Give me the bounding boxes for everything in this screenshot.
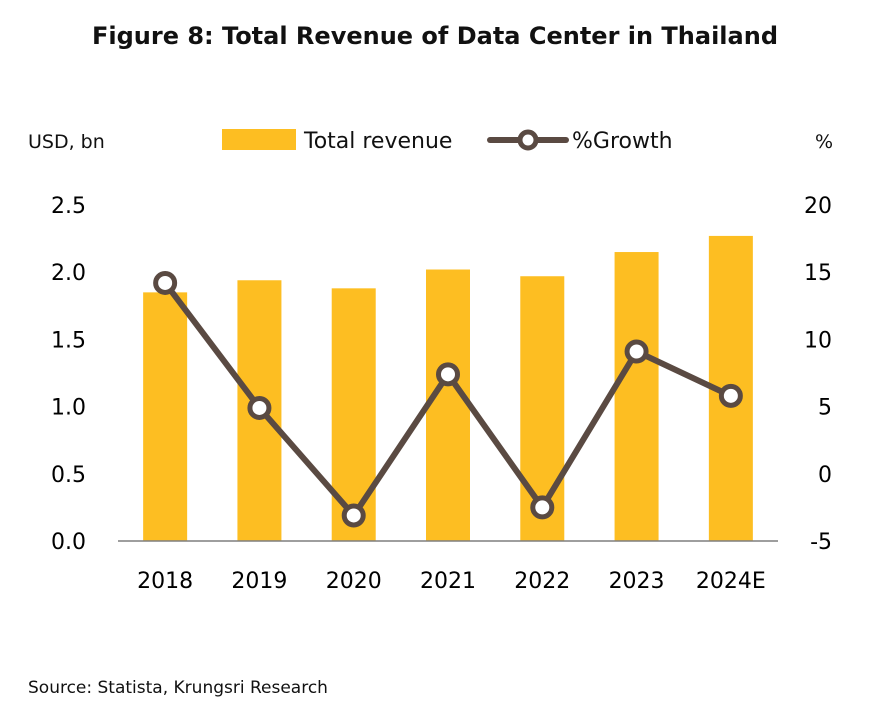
left-tick-label: 2.0 <box>51 261 86 286</box>
growth-point-2024E <box>718 383 743 408</box>
left-axis-unit-label: USD, bn <box>28 131 105 153</box>
bar-2023 <box>614 252 659 542</box>
x-tick-label: 2021 <box>420 569 476 594</box>
growth-point-2019 <box>247 395 272 420</box>
left-axis-ticks: 0.0 0.5 1.0 1.5 2.0 2.5 <box>51 194 86 555</box>
growth-point-2018 <box>153 270 178 295</box>
right-tick-label: 20 <box>804 194 832 219</box>
left-tick-label: 0.0 <box>51 530 86 555</box>
legend: Total revenue %Growth <box>222 129 673 154</box>
growth-point-2023 <box>624 339 649 364</box>
x-tick-label: 2020 <box>326 569 382 594</box>
bar-2018 <box>143 292 188 541</box>
x-tick-label: 2022 <box>514 569 570 594</box>
right-axis-ticks: -5 0 5 10 15 20 <box>804 194 832 555</box>
left-tick-label: 2.5 <box>51 194 86 219</box>
left-tick-label: 1.0 <box>51 396 86 421</box>
right-tick-label: 10 <box>804 328 832 353</box>
right-tick-label: 5 <box>818 396 832 421</box>
x-tick-label: 2023 <box>609 569 665 594</box>
source-note: Source: Statista, Krungsri Research <box>28 678 328 698</box>
growth-point-2021 <box>436 362 460 387</box>
x-tick-label: 2019 <box>231 569 287 594</box>
x-axis-ticks: 2018 2019 2020 2021 2022 2023 2024E <box>137 569 766 594</box>
x-tick-label: 2024E <box>696 569 766 594</box>
chart-title: Figure 8: Total Revenue of Data Center i… <box>92 22 778 50</box>
legend-line-marker <box>517 129 539 151</box>
right-axis-unit-label: % <box>815 131 833 153</box>
bar-2020 <box>331 288 376 541</box>
legend-bar-label: Total revenue <box>303 129 452 154</box>
right-tick-label: 0 <box>818 463 832 488</box>
growth-point-2022 <box>530 495 555 520</box>
legend-line-label: %Growth <box>572 129 673 154</box>
legend-bar-swatch <box>222 129 296 150</box>
bar-series <box>143 235 753 542</box>
growth-point-2020 <box>341 503 366 528</box>
right-tick-label: 15 <box>804 261 832 286</box>
growth-line-series <box>153 270 743 528</box>
left-tick-label: 0.5 <box>51 463 86 488</box>
left-tick-label: 1.5 <box>51 328 86 353</box>
right-tick-label: -5 <box>810 530 832 555</box>
x-tick-label: 2018 <box>137 569 193 594</box>
bar-2021 <box>426 269 470 541</box>
